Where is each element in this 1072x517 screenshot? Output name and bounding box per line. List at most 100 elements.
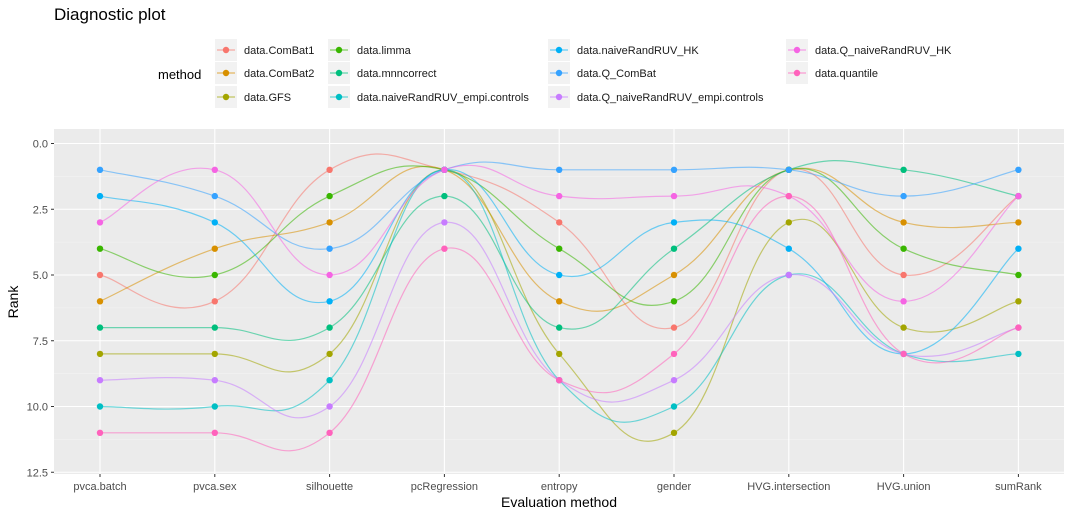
legend-label: data.naiveRandRUV_empi.controls — [357, 92, 529, 104]
data-point — [670, 377, 678, 384]
data-point — [96, 324, 104, 331]
data-point — [900, 219, 907, 226]
x-tick-label: sumRank — [995, 481, 1042, 493]
y-axis-title: Rank — [5, 285, 21, 319]
data-point — [211, 324, 218, 331]
data-point — [326, 403, 333, 410]
data-point — [900, 271, 907, 279]
data-point — [96, 219, 104, 226]
data-point — [670, 429, 678, 436]
data-point — [785, 166, 792, 173]
data-point — [670, 403, 678, 410]
legend-label: data.mnncorrect — [357, 68, 436, 80]
series-line — [99, 164, 1019, 302]
data-point — [556, 271, 563, 279]
data-point — [670, 271, 678, 279]
data-point — [785, 192, 792, 200]
y-tick-label: 0.0 — [33, 139, 48, 151]
data-point — [670, 350, 678, 358]
data-point — [556, 245, 563, 252]
x-tick-label: pvca.batch — [73, 481, 126, 493]
data-point — [211, 192, 218, 200]
data-point — [785, 245, 792, 252]
data-point — [96, 166, 104, 173]
y-tick-label: 7.5 — [33, 336, 48, 348]
data-point — [96, 192, 104, 200]
data-point — [670, 219, 678, 226]
legend-label: data.limma — [357, 45, 412, 57]
x-axis-title: Evaluation method — [501, 494, 617, 510]
data-point — [556, 324, 563, 331]
data-point — [1015, 350, 1022, 358]
data-point — [211, 219, 218, 226]
series-line — [100, 160, 1019, 342]
data-point — [96, 377, 104, 384]
legend-label: data.Q_naiveRandRUV_empi.controls — [577, 92, 764, 104]
data-point — [326, 377, 333, 384]
data-point — [1015, 271, 1022, 279]
data-point — [441, 219, 448, 226]
data-point — [326, 166, 333, 173]
series-line — [99, 153, 1019, 330]
x-axis: pvca.batch pvca.sex silhouette pcRegression… — [73, 474, 1042, 493]
y-tick-label: 10.0 — [27, 402, 48, 414]
data-point — [670, 166, 678, 173]
data-point — [326, 192, 333, 200]
data-point — [900, 192, 907, 200]
series-line — [99, 221, 1019, 419]
data-point — [211, 298, 218, 305]
legend-key-point — [335, 69, 343, 77]
series-line — [99, 169, 1019, 423]
legend-key-point — [222, 69, 230, 77]
legend-label: data.GFS — [244, 92, 291, 104]
legend-key-point — [793, 46, 801, 54]
data-point — [96, 245, 104, 252]
data-point — [556, 219, 563, 226]
data-point — [441, 192, 448, 200]
x-tick-label: entropy — [541, 481, 578, 493]
y-tick-label: 5.0 — [33, 270, 48, 282]
data-point — [900, 350, 907, 358]
data-point — [1015, 219, 1022, 226]
data-point — [211, 271, 218, 279]
data-point — [1015, 192, 1022, 200]
y-axis: 0.0 2.5 5.0 7.5 10.0 12.5 — [27, 139, 54, 479]
data-point — [556, 192, 563, 200]
data-point — [900, 245, 907, 252]
data-point — [96, 403, 104, 410]
legend-key-point — [335, 93, 343, 101]
data-point — [326, 298, 333, 305]
data-point — [556, 350, 563, 358]
data-point — [96, 271, 104, 279]
legend-label: data.ComBat1 — [244, 45, 314, 57]
data-point — [326, 324, 333, 331]
legend-key-point — [222, 93, 230, 101]
x-tick-label: HVG.intersection — [747, 481, 830, 493]
data-point — [211, 403, 218, 410]
legend-label: data.naiveRandRUV_HK — [577, 45, 699, 57]
legend-label: data.ComBat2 — [244, 68, 314, 80]
data-point — [211, 377, 218, 384]
series-lines — [99, 153, 1019, 452]
series-line — [99, 165, 1019, 307]
y-tick-label: 12.5 — [27, 467, 48, 479]
y-tick-label: 2.5 — [33, 204, 48, 216]
x-tick-label: silhouette — [306, 481, 353, 493]
data-point — [670, 298, 678, 305]
data-point — [785, 219, 792, 226]
data-point — [326, 219, 333, 226]
data-point — [1015, 324, 1022, 331]
data-point — [1015, 245, 1022, 252]
data-point — [670, 245, 678, 252]
legend-key-point — [555, 93, 563, 101]
x-tick-label: pvca.sex — [193, 481, 237, 493]
series-line — [99, 161, 1019, 250]
legend: data.ComBat1 data.ComBat2 data.GFS data.lim… — [215, 39, 952, 108]
data-point — [326, 429, 333, 436]
chart-title: Diagnostic plot — [54, 5, 166, 24]
data-point — [96, 298, 104, 305]
data-point — [326, 350, 333, 358]
data-point — [900, 324, 907, 331]
data-point — [670, 192, 678, 200]
x-tick-label: gender — [657, 481, 692, 493]
